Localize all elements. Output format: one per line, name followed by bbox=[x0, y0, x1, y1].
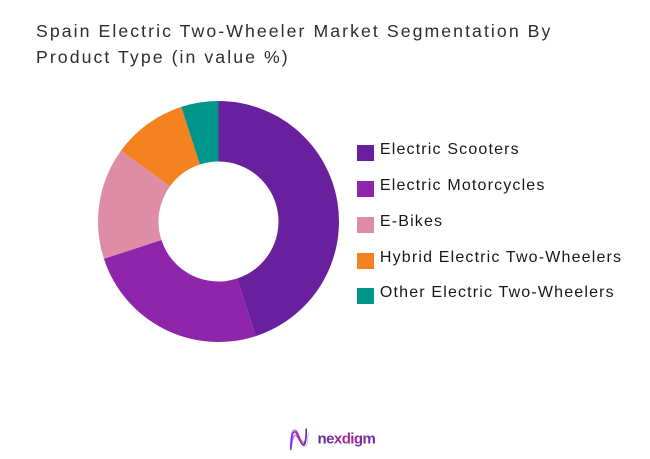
svg-text:nexdigm: nexdigm bbox=[318, 431, 376, 448]
